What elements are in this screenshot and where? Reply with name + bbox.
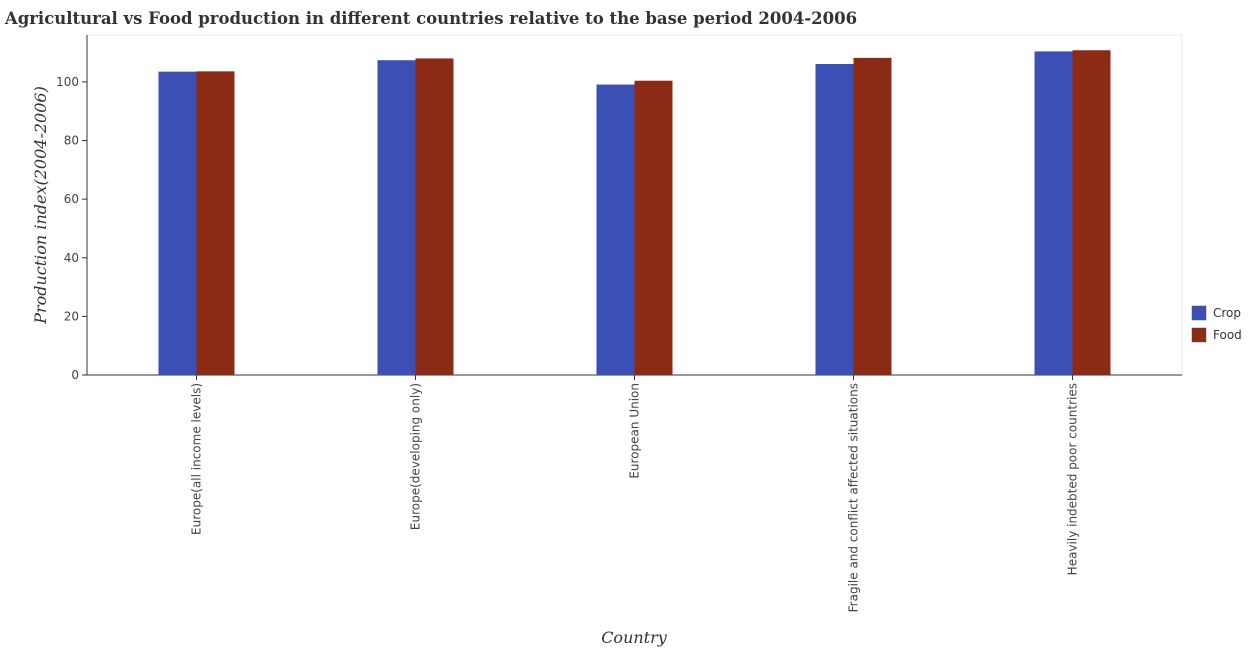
legend-label-food: Food (1213, 328, 1242, 342)
bar-crop (158, 71, 197, 375)
bar-food (415, 58, 454, 376)
legend: Crop Food (1191, 305, 1242, 343)
y-axis-label: Production index(2004-2006) (31, 86, 50, 325)
legend-label-crop: Crop (1213, 306, 1241, 320)
bar-food (634, 80, 673, 376)
bar-crop (377, 60, 416, 375)
y-tick-label: 0 (71, 368, 79, 382)
x-axis: Europe(all income levels) Europe(developi… (87, 374, 1182, 612)
bar-crop (596, 84, 635, 375)
x-tick-label: Europe(all income levels) (190, 383, 204, 535)
bar-food (853, 57, 892, 376)
x-tick-label: Europe(developing only) (409, 383, 423, 530)
chart-title: Agricultural vs Food production in diffe… (4, 9, 857, 28)
bar-crop (815, 64, 854, 375)
bars (158, 50, 1111, 376)
y-tick-label: 60 (64, 192, 79, 206)
x-tick-label: European Union (628, 383, 642, 479)
bar-crop (1034, 51, 1073, 376)
x-tick-label: Heavily indebted poor countries (1066, 383, 1080, 575)
bar-food (196, 71, 235, 376)
y-axis: 0 20 40 60 80 100 (56, 35, 88, 382)
y-tick-label: 40 (64, 251, 79, 265)
legend-swatch-food (1191, 327, 1207, 343)
y-tick-label: 20 (64, 309, 79, 323)
bar-food (1072, 50, 1111, 375)
y-tick-label: 80 (64, 134, 79, 148)
x-axis-label: Country (601, 628, 668, 647)
legend-swatch-crop (1191, 305, 1207, 321)
x-tick-label: Fragile and conflict affected situations (847, 383, 861, 612)
y-tick-label: 100 (56, 75, 79, 89)
